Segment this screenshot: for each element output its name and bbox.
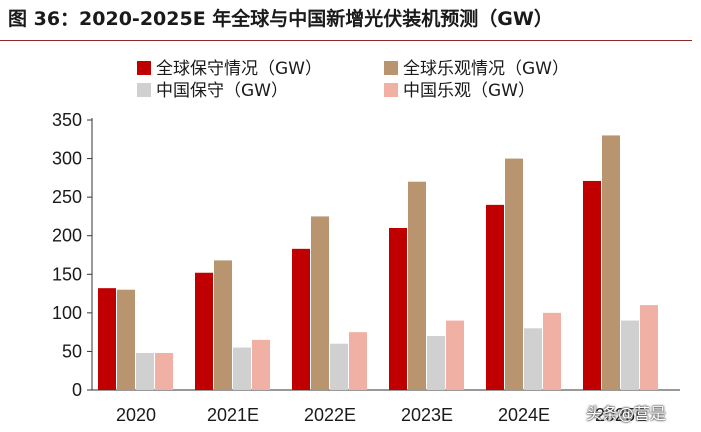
- y-tick-label: 150: [52, 264, 82, 284]
- y-tick-label: 300: [52, 149, 82, 169]
- legend-label-3: 中国保守（GW）: [156, 81, 288, 101]
- y-tick-label: 350: [52, 110, 82, 130]
- bar-2023E-series-3: [427, 336, 445, 390]
- bar-2020-series-4: [155, 352, 173, 390]
- x-tick-label: 2024E: [498, 405, 550, 425]
- x-tick-label: 2025E: [595, 405, 647, 425]
- bar-2025E-series-3: [621, 320, 639, 390]
- bar-2020-series-3: [136, 352, 154, 390]
- figure-title: 图 36：2020-2025E 年全球与中国新增光伏装机预测（GW）: [8, 8, 553, 30]
- bar-2024E-series-4: [543, 312, 561, 390]
- legend-swatch-4: [384, 83, 398, 97]
- chart-bars: [98, 135, 658, 390]
- bar-2021E-series-4: [252, 339, 270, 390]
- bar-2022E-series-2: [311, 216, 329, 390]
- y-tick-label: 250: [52, 187, 82, 207]
- x-tick-label: 2021E: [207, 405, 259, 425]
- title-divider: [0, 40, 692, 41]
- bar-2023E-series-1: [389, 228, 407, 390]
- bar-2022E-series-4: [349, 332, 367, 390]
- y-tick-label: 200: [52, 226, 82, 246]
- bar-2024E-series-2: [505, 158, 523, 390]
- legend-swatch-2: [384, 61, 398, 75]
- bar-2021E-series-1: [195, 272, 213, 390]
- bar-2023E-series-4: [446, 320, 464, 390]
- x-tick-label: 2020: [116, 405, 156, 425]
- x-tick-label: 2022E: [304, 405, 356, 425]
- bar-2021E-series-2: [214, 260, 232, 390]
- legend-label-2: 全球乐观情况（GW）: [403, 59, 569, 79]
- legend-label-1: 全球保守情况（GW）: [156, 59, 322, 79]
- bar-2024E-series-3: [524, 328, 542, 390]
- bar-2020-series-1: [98, 288, 116, 390]
- bar-2022E-series-1: [292, 248, 310, 390]
- legend-swatch-1: [137, 61, 151, 75]
- bar-2025E-series-1: [583, 180, 601, 390]
- legend-swatch-3: [137, 83, 151, 97]
- x-tick-label: 2023E: [401, 405, 453, 425]
- bar-2020-series-2: [117, 289, 135, 390]
- y-tick-label: 0: [72, 380, 82, 400]
- bar-2025E-series-4: [640, 305, 658, 390]
- chart-legend: 全球保守情况（GW） 全球乐观情况（GW） 中国保守（GW） 中国乐观（GW）: [137, 59, 569, 101]
- bar-2022E-series-3: [330, 343, 348, 390]
- chart-axes: [87, 118, 680, 391]
- y-tick-label: 50: [62, 341, 82, 361]
- bar-2025E-series-2: [602, 135, 620, 390]
- bar-2024E-series-1: [486, 204, 504, 390]
- bar-2023E-series-2: [408, 181, 426, 390]
- bar-2021E-series-3: [233, 347, 251, 390]
- legend-label-4: 中国乐观（GW）: [403, 81, 535, 101]
- watermark: 头条@营是: [586, 404, 667, 423]
- chart-tick-labels: 0 50 100 150 200 250 300 350 2020 2021E 2022E 2023E…: [52, 110, 647, 425]
- y-tick-label: 100: [52, 303, 82, 323]
